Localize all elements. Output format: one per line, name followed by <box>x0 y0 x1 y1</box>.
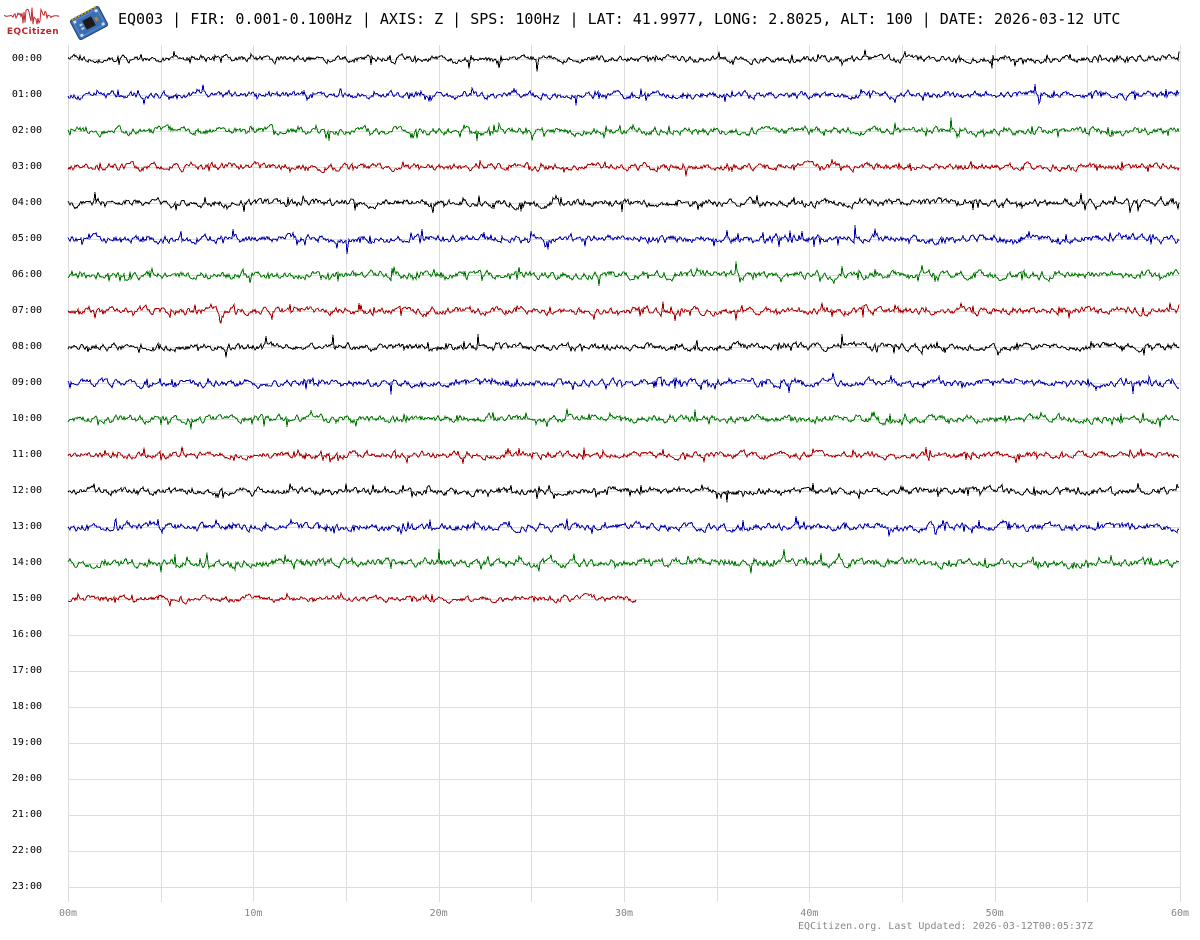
sensor-chip-icon <box>66 4 112 42</box>
trace-08-00 <box>67 333 1180 358</box>
hour-label-10-00: 10:00 <box>11 413 42 424</box>
logo-text: EQCitizen <box>6 27 60 37</box>
hour-label-05-00: 05:00 <box>11 233 42 244</box>
hour-label-11-00: 11:00 <box>11 449 42 460</box>
trace-00-00 <box>67 49 1180 72</box>
trace-14-00 <box>67 549 1180 574</box>
eqcitizen-logo[interactable] <box>4 3 64 43</box>
minute-label-10m: 10m <box>244 908 263 919</box>
hour-label-07-00: 07:00 <box>11 305 42 316</box>
trace-15-00 <box>67 591 637 607</box>
hour-label-20-00: 20:00 <box>11 773 42 784</box>
trace-13-00 <box>67 515 1180 537</box>
trace-04-00 <box>67 191 1180 214</box>
hour-label-02-00: 02:00 <box>11 125 42 136</box>
hour-label-17-00: 17:00 <box>11 665 42 676</box>
hour-label-06-00: 06:00 <box>11 269 42 280</box>
minute-label-40m: 40m <box>800 908 819 919</box>
hour-label-03-00: 03:00 <box>11 161 42 172</box>
trace-12-00 <box>67 483 1180 503</box>
trace-01-00 <box>67 84 1180 106</box>
hour-label-08-00: 08:00 <box>11 341 42 352</box>
hour-label-16-00: 16:00 <box>11 629 42 640</box>
trace-02-00 <box>67 117 1180 142</box>
trace-06-00 <box>67 261 1180 286</box>
hour-label-12-00: 12:00 <box>11 485 42 496</box>
minute-label-60m: 60m <box>1170 908 1190 919</box>
hour-label-13-00: 13:00 <box>11 521 42 532</box>
hour-label-19-00: 19:00 <box>11 737 42 748</box>
trace-09-00 <box>67 372 1180 395</box>
minute-label-50m: 50m <box>985 908 1004 919</box>
trace-03-00 <box>67 159 1180 177</box>
hour-label-14-00: 14:00 <box>11 557 42 568</box>
hour-label-04-00: 04:00 <box>11 197 42 208</box>
footer-status: EQCitizen.org. Last Updated: 2026-03-12T… <box>798 921 1094 932</box>
minute-label-30m: 30m <box>614 908 634 919</box>
hour-label-22-00: 22:00 <box>11 845 42 856</box>
minute-label-20m: 20m <box>429 908 448 919</box>
trace-07-00 <box>67 301 1180 324</box>
hour-label-09-00: 09:00 <box>11 377 42 388</box>
minute-label-00m: 00m <box>58 908 78 919</box>
hour-label-21-00: 21:00 <box>11 809 42 820</box>
trace-05-00 <box>67 225 1180 255</box>
trace-10-00 <box>67 408 1180 430</box>
hour-label-00-00: 00:00 <box>11 53 42 64</box>
hour-label-18-00: 18:00 <box>11 701 42 712</box>
hour-label-23-00: 23:00 <box>11 881 42 892</box>
page-title: EQ003 | FIR: 0.001-0.100Hz | AXIS: Z | S… <box>118 10 1121 28</box>
logo-waveform-icon <box>4 7 60 25</box>
hour-label-01-00: 01:00 <box>11 89 42 100</box>
trace-11-00 <box>67 446 1180 464</box>
hour-label-15-00: 15:00 <box>11 593 42 604</box>
